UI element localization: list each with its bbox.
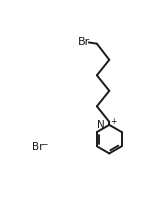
Text: Br: Br bbox=[32, 142, 44, 152]
Text: Br: Br bbox=[78, 37, 91, 47]
Text: −: − bbox=[41, 140, 48, 150]
Text: +: + bbox=[111, 117, 117, 126]
Text: N: N bbox=[97, 120, 105, 130]
